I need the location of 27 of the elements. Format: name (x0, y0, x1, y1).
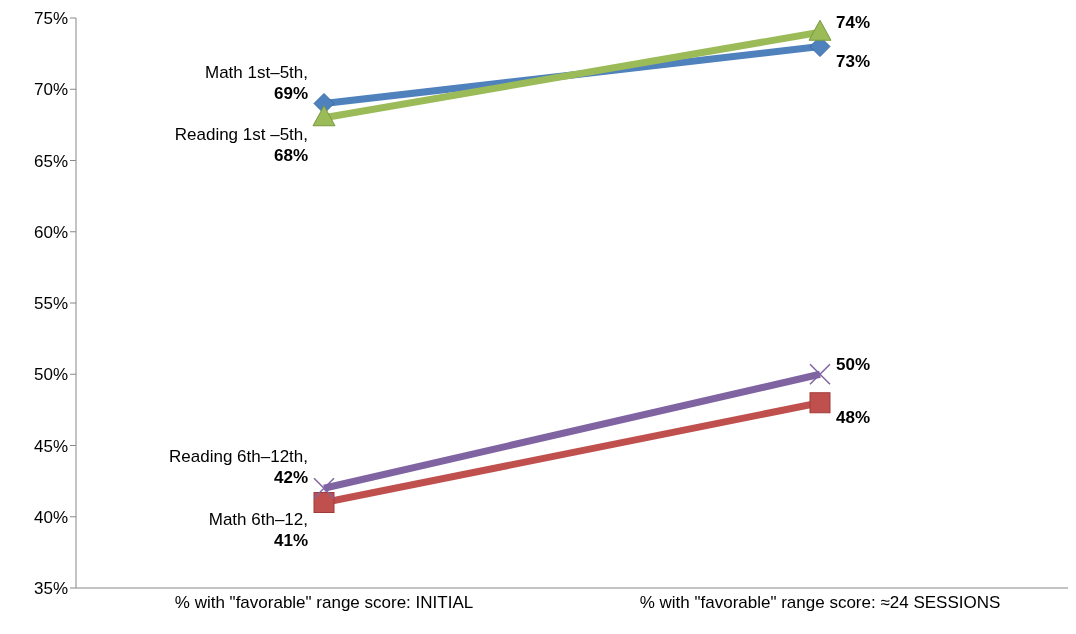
series-label: Reading 6th–12th, (169, 447, 308, 467)
data-label: 73% (836, 51, 871, 71)
series-label: Math 1st–5th, (204, 62, 308, 82)
data-label: 69% (273, 83, 308, 103)
data-label: 74% (836, 13, 871, 33)
y-tick-label: 60% (33, 222, 68, 242)
y-tick-label: 50% (33, 365, 68, 385)
point (313, 492, 335, 513)
data-label: 48% (836, 407, 871, 427)
series-label: Reading 1st –5th, (174, 124, 308, 144)
y-tick-label: 75% (33, 9, 68, 29)
y-tick-label: 45% (33, 436, 68, 456)
data-label: 50% (836, 355, 871, 375)
y-tick-label: 70% (33, 80, 68, 100)
data-label: 68% (273, 145, 308, 165)
y-tick-label: 55% (33, 294, 68, 314)
point (809, 363, 831, 385)
series-label: Math 6th–12, (208, 509, 308, 529)
data-label: 42% (273, 468, 308, 488)
point (313, 477, 335, 499)
point (809, 392, 831, 414)
y-tick-label: 40% (33, 507, 68, 527)
x-tick-label: % with "favorable" range score: INITIAL (174, 593, 474, 613)
data-label: 41% (273, 530, 308, 550)
y-tick-label: 35% (33, 579, 68, 599)
x-tick-label: % with "favorable" range score: ≈24 SESSIONS (639, 593, 1001, 613)
y-tick-label: 65% (33, 151, 68, 171)
